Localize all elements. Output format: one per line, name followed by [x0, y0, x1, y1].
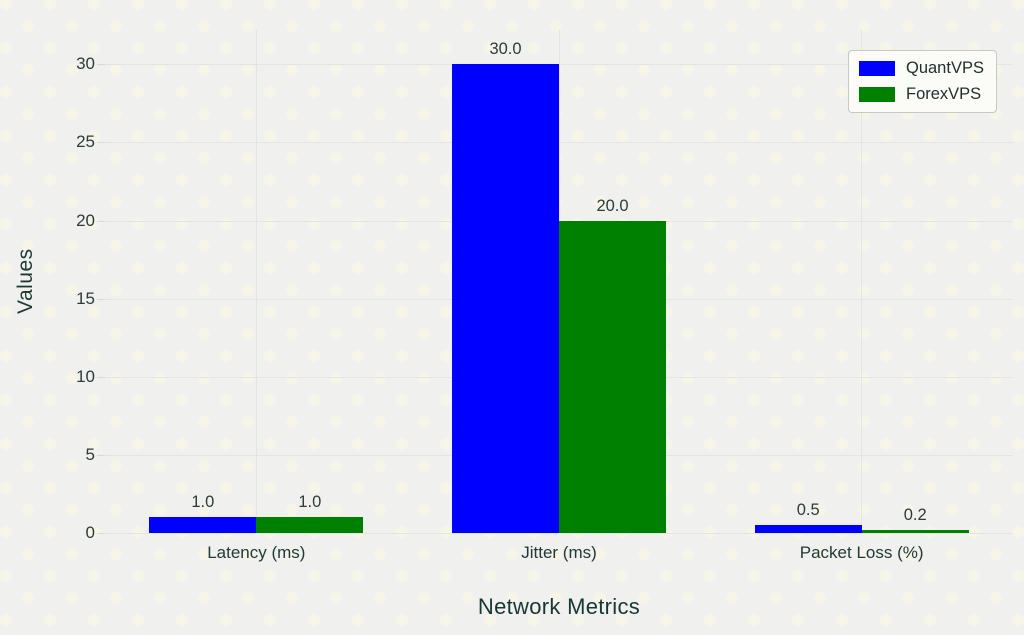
legend: QuantVPS ForexVPS [848, 50, 997, 113]
bar-value-label: 0.5 [796, 501, 820, 520]
bar-quantvps-3 [754, 525, 862, 533]
y-tick-mark [97, 533, 105, 534]
bar-forexvps-1 [256, 517, 364, 533]
y-tick-mark [97, 454, 105, 456]
y-tick-label: 15 [76, 288, 95, 308]
x-category-label: Jitter (ms) [521, 543, 597, 562]
bar-value-label: 1.0 [298, 493, 322, 512]
legend-swatch-icon [859, 87, 895, 102]
plot-area: 1.0 1.0 30.0 20.0 0.5 0.2 [105, 30, 1013, 534]
bar-value-label: 0.2 [903, 505, 927, 524]
bar-forexvps-3 [861, 529, 969, 533]
y-tick-label: 25 [76, 132, 95, 152]
bar-value-label: 30.0 [489, 40, 522, 59]
legend-label: ForexVPS [906, 85, 982, 103]
legend-item: QuantVPS [859, 59, 984, 78]
legend-label: QuantVPS [906, 59, 984, 77]
gridline-x [861, 30, 863, 533]
bar-forexvps-2 [559, 220, 666, 533]
y-tick-label: 20 [76, 210, 95, 230]
gridline-y [105, 533, 1013, 534]
chart-title: Network Metrics [477, 594, 641, 619]
y-tick-mark [97, 298, 105, 300]
y-tick-mark [97, 376, 105, 378]
bar-quantvps-2 [452, 64, 559, 533]
y-tick-label: 5 [85, 444, 95, 464]
gridline-x [255, 30, 257, 533]
y-tick-mark [97, 142, 105, 144]
legend-swatch-icon [859, 61, 895, 76]
x-category-label: Packet Loss (%) [799, 543, 924, 562]
y-tick-label: 0 [85, 523, 95, 542]
bar-value-label: 20.0 [596, 196, 629, 215]
bar-value-label: 1.0 [191, 493, 215, 512]
y-tick-mark [97, 64, 105, 66]
x-category-label: Latency (ms) [207, 543, 306, 562]
y-tick-mark [97, 220, 105, 222]
y-tick-label: 30 [76, 54, 95, 74]
bar-quantvps-1 [149, 517, 257, 533]
y-tick-label: 10 [76, 366, 95, 386]
legend-item: ForexVPS [859, 85, 984, 104]
